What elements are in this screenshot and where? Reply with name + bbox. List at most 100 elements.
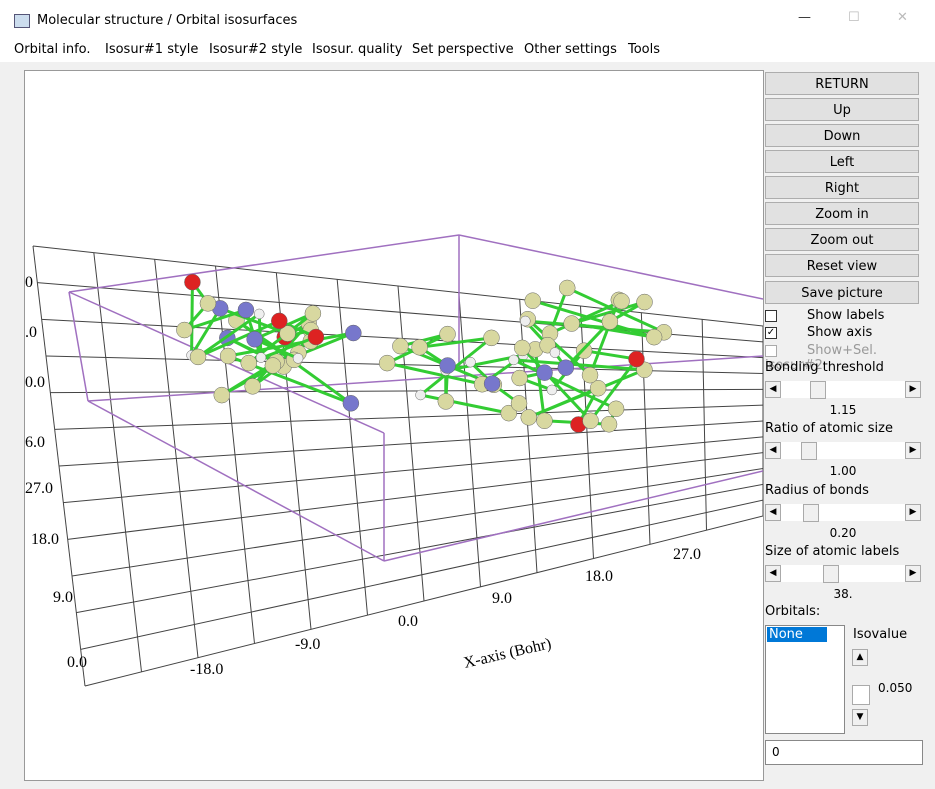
bond	[227, 331, 354, 358]
atom	[415, 389, 426, 401]
grid-line	[32, 245, 764, 327]
grid-line	[701, 319, 707, 531]
check-box[interactable]	[765, 309, 777, 322]
atom	[255, 352, 267, 363]
minimize[interactable]: —	[798, 10, 811, 25]
bond	[583, 349, 637, 361]
atom	[253, 308, 265, 320]
bond	[190, 282, 194, 356]
atom	[439, 325, 456, 343]
slider-value: 1.00	[829, 464, 857, 478]
box-edge	[458, 234, 764, 300]
slider-thumb[interactable]	[823, 565, 839, 583]
slider[interactable]: ◀ ▶	[765, 565, 921, 583]
isovalue-up[interactable]: ▲	[852, 649, 868, 666]
atom	[345, 324, 362, 342]
menu-item[interactable]: Isosur#2 style	[209, 42, 303, 57]
atom	[613, 292, 630, 310]
bond	[190, 307, 222, 357]
checkbox[interactable]: Show labels	[765, 308, 884, 323]
x-tick-label: 0.0	[398, 613, 418, 630]
atom	[483, 375, 501, 392]
menu-item[interactable]: Other settings	[524, 42, 617, 57]
atom	[520, 409, 538, 426]
menu-item[interactable]: Isosur. quality	[312, 42, 403, 57]
atom	[240, 354, 258, 372]
button[interactable]: Up	[765, 98, 919, 121]
app-icon	[14, 14, 30, 28]
slider-thumb[interactable]	[810, 381, 826, 399]
atom	[213, 386, 231, 404]
bond	[532, 299, 655, 339]
bond	[571, 322, 655, 339]
menu-item[interactable]: Tools	[628, 42, 661, 57]
atom	[600, 416, 618, 433]
slider-value: 0.20	[829, 526, 857, 540]
slider-thumb[interactable]	[801, 442, 817, 460]
slider-left[interactable]: ◀	[765, 442, 781, 459]
slider-value: 1.15	[829, 403, 857, 417]
close[interactable]: ✕	[897, 10, 908, 25]
atom	[628, 350, 645, 368]
checkbox-label: Show axis	[807, 325, 873, 340]
isovalue-down[interactable]: ▼	[852, 709, 868, 726]
menu-item[interactable]: Orbital info.	[14, 42, 91, 57]
button[interactable]: Down	[765, 124, 919, 147]
button[interactable]: Reset view	[765, 254, 919, 277]
slider-right[interactable]: ▶	[905, 381, 921, 398]
menu-item[interactable]: Isosur#1 style	[105, 42, 199, 57]
slider-right[interactable]: ▶	[905, 442, 921, 459]
slider[interactable]: ◀ ▶	[765, 504, 921, 522]
atom	[563, 315, 580, 332]
atom	[271, 312, 288, 330]
slider[interactable]: ◀ ▶	[765, 381, 921, 399]
x-tick-label: 9.0	[492, 590, 512, 607]
box-edge	[87, 355, 764, 402]
box-edge	[68, 291, 89, 402]
slider-right[interactable]: ▶	[905, 504, 921, 521]
bond	[197, 312, 261, 359]
orbital-list[interactable]: None	[765, 625, 845, 734]
slider-left[interactable]: ◀	[765, 504, 781, 521]
atom	[279, 325, 296, 342]
x-tick-label: 18.0	[585, 568, 613, 585]
atom	[411, 339, 428, 356]
slider-left[interactable]: ◀	[765, 381, 781, 398]
slider-label: Bonding threshold	[765, 360, 884, 375]
text-input[interactable]: 0	[765, 740, 923, 765]
maximize[interactable]: ☐	[848, 10, 860, 25]
button[interactable]: Save picture	[765, 281, 919, 304]
button[interactable]: Right	[765, 176, 919, 199]
menu-item[interactable]: Set perspective	[412, 42, 514, 57]
slider-thumb[interactable]	[803, 504, 819, 522]
y-tick-label: 9.0	[53, 589, 73, 606]
button[interactable]: RETURN	[765, 72, 919, 95]
x-tick-label: 27.0	[673, 546, 701, 563]
y-tick-label: 0.0	[25, 374, 45, 391]
isovalue-thumb[interactable]	[852, 685, 870, 705]
slider-right[interactable]: ▶	[905, 565, 921, 582]
atom	[176, 321, 193, 339]
orbitals-label: Orbitals:	[765, 604, 821, 619]
atom	[536, 364, 553, 381]
isovalue-label: Isovalue	[853, 627, 908, 642]
slider-left[interactable]: ◀	[765, 565, 781, 582]
orbital-item[interactable]: None	[767, 627, 827, 642]
bond	[419, 336, 493, 397]
checkbox[interactable]: ✓ Show axis	[765, 325, 872, 340]
title-bar: Molecular structure / Orbital isosurface…	[0, 0, 935, 40]
atom	[342, 395, 360, 412]
button[interactable]: Zoom out	[765, 228, 919, 251]
grid-line	[54, 404, 764, 430]
button[interactable]: Zoom in	[765, 202, 919, 225]
slider[interactable]: ◀ ▶	[765, 442, 921, 460]
check-box[interactable]: ✓	[765, 326, 777, 339]
atom	[581, 366, 599, 384]
x-tick-label: -18.0	[190, 661, 223, 678]
checkbox-label: Show+Sel. isosur#2	[765, 343, 877, 373]
atom	[636, 293, 653, 311]
check-box	[765, 344, 777, 357]
box-edge	[68, 234, 460, 293]
scene: -18.0-9.00.09.018.027.00.09.018.027.06.0…	[25, 234, 764, 687]
button[interactable]: Left	[765, 150, 919, 173]
